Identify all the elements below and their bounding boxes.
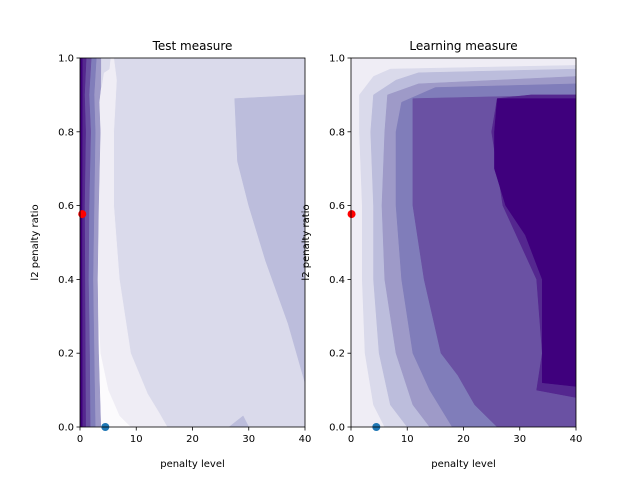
test-measure-contours bbox=[80, 58, 305, 427]
test-measure-panel: 0 10 20 30 40 0.0 0.2 0.4 0.6 0.8 1.0 Test measure… bbox=[30, 39, 311, 470]
test-measure-ticks: 0 10 20 30 40 0.0 0.2 0.4 0.6 0.8 1.0 bbox=[58, 54, 311, 446]
test-measure-x-tick-label: 40 bbox=[299, 434, 312, 445]
learning-measure-ticks: 0 10 20 30 40 0.0 0.2 0.4 0.6 0.8 1.0 bbox=[329, 54, 582, 446]
test-measure-y-tick-label: 0.6 bbox=[58, 201, 74, 212]
learning-measure-y-tick-label: 0.4 bbox=[329, 275, 345, 286]
test-measure-contour-region-6 bbox=[101, 58, 111, 88]
learning-measure-x-label: penalty level bbox=[431, 459, 496, 470]
test-measure-contour-region-1 bbox=[80, 58, 168, 427]
learning-measure-x-tick-label: 10 bbox=[401, 434, 414, 445]
learning-measure-y-tick-label: 1.0 bbox=[329, 54, 345, 65]
test-measure-contour-region-10 bbox=[80, 58, 83, 427]
test-measure-red-marker bbox=[78, 210, 87, 219]
learning-measure-axes-frame bbox=[350, 57, 577, 428]
learning-measure-y-tick-label: 0.0 bbox=[329, 423, 345, 434]
test-measure-x-label: penalty level bbox=[160, 459, 225, 470]
test-measure-axes-frame bbox=[79, 57, 306, 428]
test-measure-x-tick-label: 0 bbox=[77, 434, 83, 445]
test-measure-x-tick-label: 20 bbox=[186, 434, 199, 445]
learning-measure-x-tick-label: 20 bbox=[457, 434, 470, 445]
test-measure-y-tick-label: 1.0 bbox=[58, 54, 74, 65]
learning-measure-y-tick-label: 0.6 bbox=[329, 201, 345, 212]
test-measure-y-tick-label: 0.0 bbox=[58, 423, 74, 434]
learning-measure-panel: 0 10 20 30 40 0.0 0.2 0.4 0.6 0.8 1.0 Learning mea… bbox=[301, 39, 582, 470]
test-measure-y-tick-label: 0.8 bbox=[58, 127, 74, 138]
learning-measure-title: Learning measure bbox=[409, 39, 517, 53]
test-measure-title: Test measure bbox=[152, 39, 233, 53]
learning-measure-contours bbox=[351, 58, 576, 427]
test-measure-y-tick-label: 0.2 bbox=[58, 349, 74, 360]
learning-measure-y-label: l2 penalty ratio bbox=[301, 204, 312, 280]
test-measure-x-tick-label: 10 bbox=[130, 434, 143, 445]
learning-measure-x-tick-label: 40 bbox=[570, 434, 583, 445]
test-measure-y-tick-label: 0.4 bbox=[58, 275, 74, 286]
test-measure-contour-region-3 bbox=[234, 94, 305, 383]
learning-measure-y-tick-label: 0.2 bbox=[329, 349, 345, 360]
learning-measure-x-tick-label: 30 bbox=[513, 434, 526, 445]
learning-measure-x-tick-label: 0 bbox=[348, 434, 354, 445]
test-measure-x-tick-label: 30 bbox=[242, 434, 255, 445]
test-measure-contour-region-4 bbox=[228, 415, 250, 427]
test-measure-y-label: l2 penalty ratio bbox=[30, 204, 41, 280]
learning-measure-contour-region-7 bbox=[494, 98, 576, 387]
learning-measure-y-tick-label: 0.8 bbox=[329, 127, 345, 138]
learning-measure-red-marker bbox=[347, 210, 356, 219]
